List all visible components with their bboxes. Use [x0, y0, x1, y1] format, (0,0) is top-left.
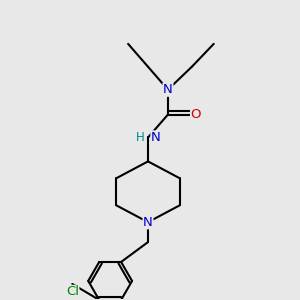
Text: N: N — [151, 131, 161, 144]
Text: Cl: Cl — [66, 285, 79, 298]
Text: N: N — [143, 216, 153, 229]
Text: O: O — [190, 108, 201, 121]
Text: H: H — [136, 131, 145, 144]
Text: N: N — [163, 83, 173, 96]
